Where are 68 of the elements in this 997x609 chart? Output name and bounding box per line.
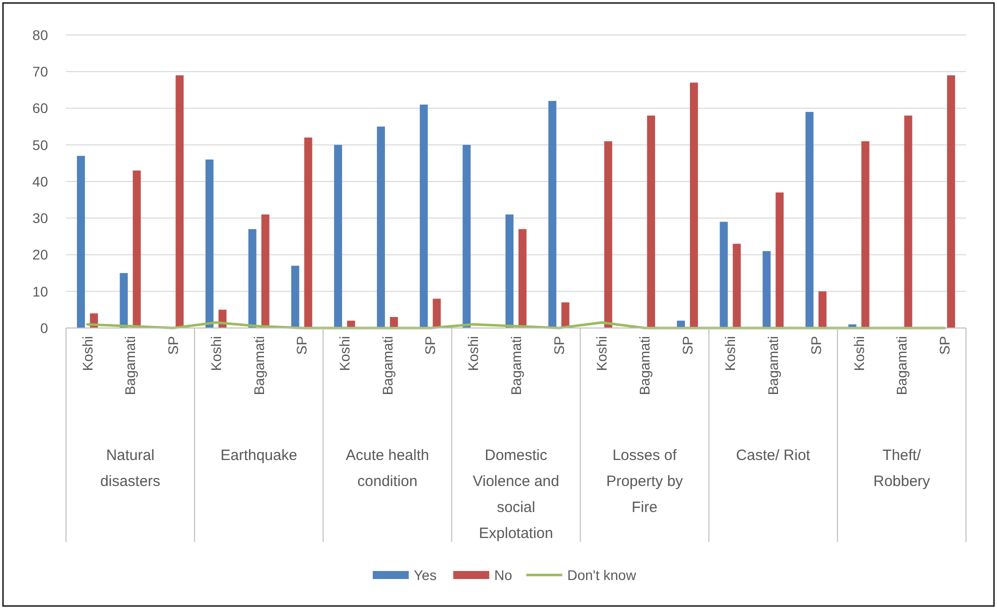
x-tick-label: Koshi: [722, 336, 738, 372]
text: Natural disasters: [100, 447, 160, 490]
y-tick-label: 0: [40, 320, 48, 336]
bar: [248, 229, 256, 328]
x-tick-label: Koshi: [79, 336, 96, 372]
x-tick-label: Bagamati: [508, 336, 524, 396]
bar: [506, 214, 514, 328]
y-tick-label: 30: [32, 210, 48, 226]
y-tick-label: 20: [32, 246, 48, 263]
bar: [690, 82, 698, 328]
y-tick-label: 50: [32, 136, 48, 153]
x-tick-label: Koshi: [465, 336, 482, 372]
bar: [176, 75, 184, 328]
bar: [291, 266, 300, 328]
bar: [334, 144, 342, 328]
x-tick-label: SP: [165, 336, 182, 355]
legend-label: Don't know: [567, 566, 637, 583]
bar: [376, 126, 385, 328]
text: Earthquake: [220, 447, 298, 464]
bar: [604, 141, 612, 328]
bar: [806, 112, 814, 328]
bar: [647, 116, 656, 328]
x-tick-label: Koshi: [208, 336, 224, 372]
y-tick-label: 80: [32, 26, 48, 43]
x-tick-label: SP: [422, 336, 438, 355]
bar: [720, 222, 728, 328]
x-tick-label: Bagamati: [122, 336, 138, 396]
bar: [732, 244, 741, 328]
x-tick-label: Bagamati: [250, 336, 267, 396]
x-tick-label: Koshi: [850, 336, 867, 372]
x-tick-label: Koshi: [336, 336, 352, 372]
y-tick-label: 70: [32, 64, 48, 80]
text: Acute health condition: [346, 447, 430, 490]
text: Domestic Violence and social Explotation: [472, 447, 560, 542]
y-tick-label: 10: [32, 283, 48, 300]
text: Losses of Property by Fire: [606, 447, 684, 516]
x-tick-label: SP: [808, 336, 824, 355]
y-tick-label: 40: [32, 173, 48, 190]
bar: [76, 156, 85, 328]
bar: [390, 317, 398, 328]
x-tick-label: Koshi: [594, 336, 610, 372]
x-tick-label: SP: [936, 336, 952, 355]
bar: [432, 298, 441, 328]
legend-label: No: [494, 566, 512, 583]
x-tick-label: SP: [294, 336, 310, 355]
bar: [762, 251, 771, 328]
x-tick-label: Bagamati: [636, 336, 652, 396]
bar: [776, 192, 784, 328]
x-tick-label: Bagamati: [894, 336, 910, 396]
bar: [861, 141, 870, 328]
legend-label: Yes: [414, 566, 437, 583]
x-tick-label: SP: [550, 336, 567, 355]
bar: [420, 104, 428, 328]
x-tick-label: Bagamati: [765, 336, 782, 396]
text: Theft/ Robbery: [873, 447, 931, 490]
bar: [947, 75, 956, 328]
text: Caste/ Riot: [736, 447, 812, 464]
y-tick-label: 60: [32, 100, 48, 116]
bar: [818, 291, 826, 328]
x-tick-label: Bagamati: [379, 336, 396, 396]
bar: [548, 100, 556, 328]
bar: [206, 160, 214, 328]
bar: [904, 116, 912, 328]
bar: [120, 273, 128, 328]
bar: [561, 302, 570, 328]
bar: [304, 138, 312, 328]
bar: [462, 144, 471, 328]
x-tick-label: SP: [679, 336, 696, 355]
